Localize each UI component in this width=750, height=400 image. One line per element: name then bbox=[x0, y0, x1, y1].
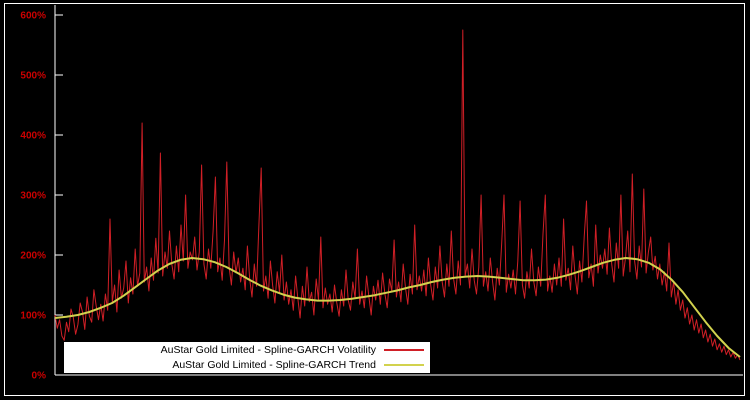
y-tick-label: 100% bbox=[20, 311, 46, 322]
legend-line-sample-volatility bbox=[384, 349, 424, 351]
legend-item-trend: AuStar Gold Limited - Spline-GARCH Trend bbox=[64, 358, 430, 373]
legend-label-trend: AuStar Gold Limited - Spline-GARCH Trend bbox=[172, 359, 376, 371]
legend-line-sample-trend bbox=[384, 364, 424, 366]
trend-line bbox=[54, 257, 741, 358]
legend-item-volatility: AuStar Gold Limited - Spline-GARCH Volat… bbox=[64, 343, 430, 358]
y-tick-label: 500% bbox=[20, 71, 46, 82]
y-tick-label: 0% bbox=[32, 371, 47, 382]
volatility-line bbox=[54, 29, 741, 361]
legend-label-volatility: AuStar Gold Limited - Spline-GARCH Volat… bbox=[160, 344, 376, 356]
y-tick-label: 200% bbox=[20, 251, 46, 262]
legend: AuStar Gold Limited - Spline-GARCH Volat… bbox=[64, 342, 430, 373]
y-tick-label: 400% bbox=[20, 131, 46, 142]
y-tick-label: 600% bbox=[20, 11, 46, 22]
y-tick-label: 300% bbox=[20, 191, 46, 202]
